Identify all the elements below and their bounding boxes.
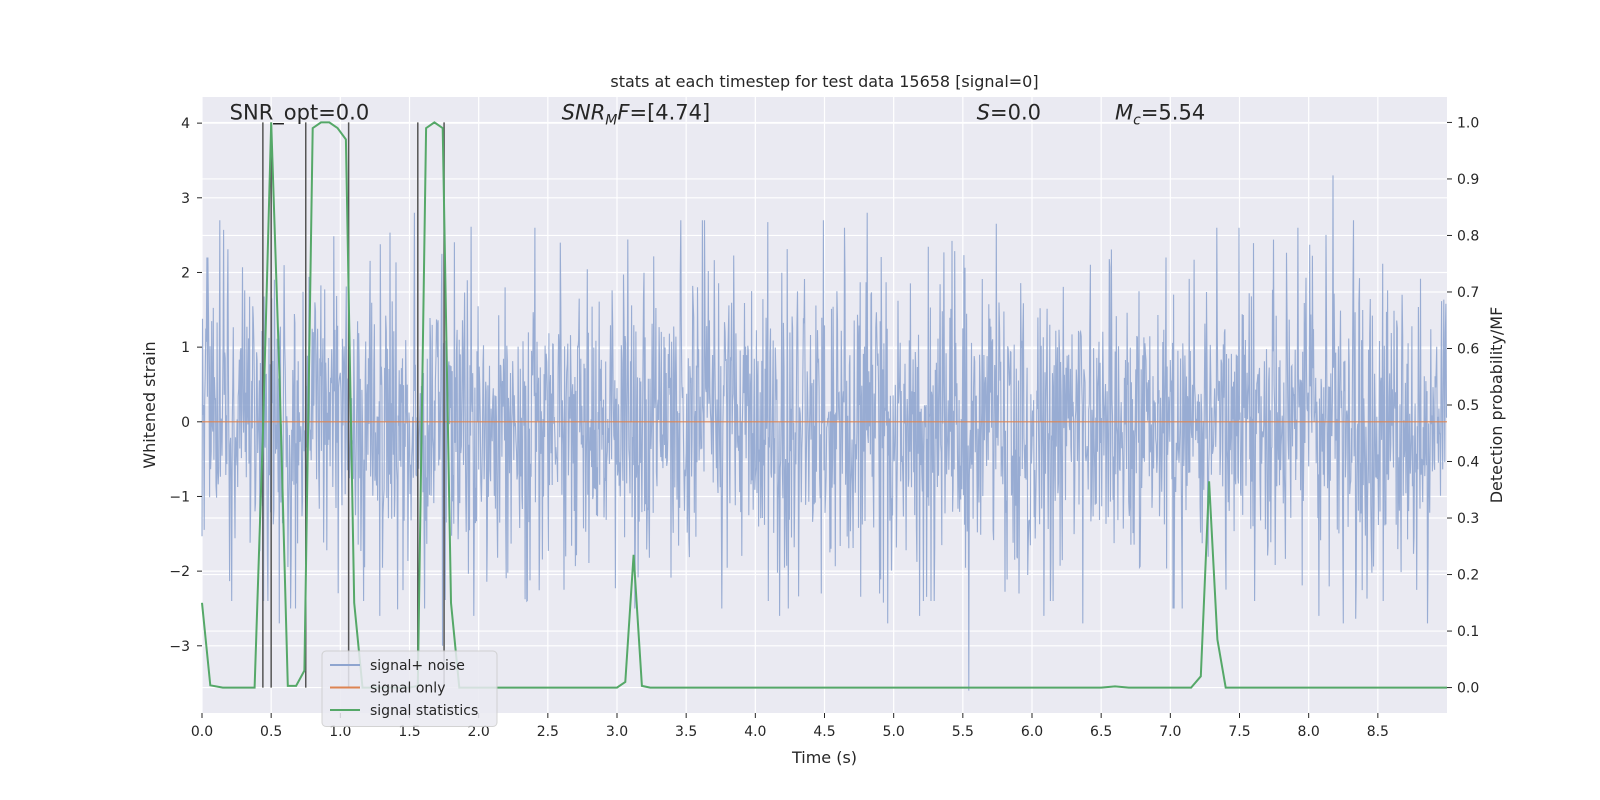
x-tick-label: 3.0: [606, 724, 628, 740]
x-axis-label: Time (s): [791, 748, 857, 767]
legend-label: signal only: [370, 681, 445, 697]
y2-tick-label: 0.6: [1457, 341, 1479, 357]
legend-box: [321, 650, 498, 727]
axes: 0.0 0.5 1.0 1.5 2.0 2.5 3.0 3.5 4.0 4.5 5.0 5.5 6.0 6…: [169, 115, 1479, 740]
y-tick-label: 2: [181, 265, 190, 281]
x-tick-label: 0.5: [260, 724, 282, 740]
y2-tick-label: 0.8: [1457, 228, 1479, 244]
x-tick-label: 1.5: [398, 724, 420, 740]
y2-tick-label: 0.0: [1457, 681, 1479, 697]
y-tick-label: 1: [181, 340, 190, 356]
x-tick-label: 3.5: [675, 724, 697, 740]
y-tick-label: −1: [169, 489, 190, 505]
legend: signal+ noise signal only signal statistic…: [321, 650, 498, 727]
annotation-text: Mc=5.54: [1115, 100, 1205, 128]
x-tick-label: 2.0: [468, 724, 490, 740]
x-tick-label: 5.5: [952, 724, 974, 740]
x-tick-label: 0.0: [191, 724, 213, 740]
y-tick-label: −2: [169, 564, 190, 580]
x-tick-label: 8.5: [1367, 724, 1389, 740]
y-tick-label: 0: [181, 415, 190, 431]
y2-tick-label: 0.3: [1457, 511, 1479, 527]
y2-axis-label: Detection probability/MF: [1487, 307, 1506, 504]
annotations: SNR_opt=0.0 SNRMF=[4.74] S=0.0 Mc=5.54: [230, 100, 1206, 128]
legend-label: signal+ noise: [370, 658, 465, 674]
x-tick-label: 8.0: [1298, 724, 1320, 740]
signal-statistics-series: [201, 121, 1447, 689]
y-tick-label: 3: [181, 191, 190, 207]
y2-tick-label: 0.9: [1457, 172, 1479, 188]
y2-tick-label: 0.4: [1457, 455, 1479, 471]
signal-statistics-line: [201, 121, 1447, 689]
x-tick-label: 6.5: [1090, 724, 1112, 740]
x-tick-label: 1.0: [329, 724, 351, 740]
y2-tick-label: 0.7: [1457, 285, 1479, 301]
annotation-text: SNRMF=[4.74]: [562, 100, 711, 128]
y2-tick-label: 0.5: [1457, 398, 1479, 414]
x-tick-label: 6.0: [1021, 724, 1043, 740]
signal-noise-line: [201, 175, 1448, 691]
x-tick-label: 7.5: [1228, 724, 1250, 740]
y2-tick-label: 0.2: [1457, 568, 1479, 584]
x-tick-label: 7.0: [1159, 724, 1181, 740]
y-axis-label: Whitened strain: [140, 341, 159, 468]
x-tick-label: 2.5: [537, 724, 559, 740]
x-tick-label: 4.5: [813, 724, 835, 740]
y-tick-label: 4: [181, 116, 190, 132]
y2-tick-label: 0.1: [1457, 624, 1479, 640]
signal-noise-series: [201, 175, 1448, 691]
chart-title: stats at each timestep for test data 156…: [610, 72, 1038, 91]
y2-tick-label: 1.0: [1457, 115, 1479, 131]
x-tick-label: 4.0: [744, 724, 766, 740]
legend-label: signal statistics: [370, 703, 478, 719]
annotation-text: S=0.0: [977, 100, 1041, 124]
x-tick-label: 5.0: [883, 724, 905, 740]
y-tick-label: −3: [169, 639, 190, 655]
annotation-text: SNR_opt=0.0: [230, 100, 370, 125]
